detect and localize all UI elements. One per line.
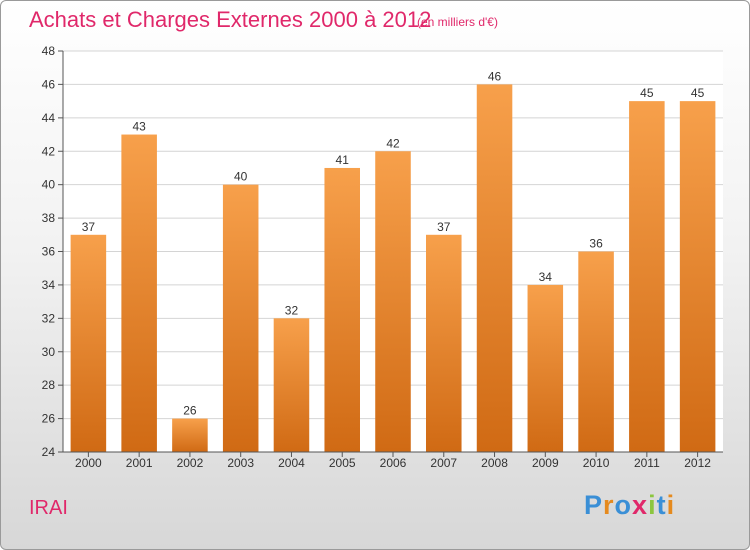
y-tick-label: 24 (42, 445, 56, 459)
x-tick-label: 2010 (583, 456, 610, 470)
proxiti-logo: Proxiti (584, 490, 675, 521)
bar (375, 151, 411, 452)
y-tick-label: 40 (42, 178, 56, 192)
data-label: 37 (437, 220, 451, 234)
x-tick-label: 2003 (227, 456, 254, 470)
x-tick-label: 2002 (177, 456, 204, 470)
data-label: 46 (488, 69, 502, 83)
bar (70, 234, 107, 452)
bar (426, 234, 462, 452)
x-tick-label: 2007 (430, 456, 457, 470)
bar (121, 134, 157, 452)
data-label: 34 (539, 270, 553, 284)
commune-name: IRAI (29, 497, 68, 519)
logo-letter: i (648, 490, 657, 520)
bar (679, 101, 716, 452)
x-tick-label: 2011 (634, 456, 660, 470)
data-label: 45 (640, 86, 654, 100)
data-label: 43 (132, 120, 146, 134)
data-label: 37 (82, 220, 96, 234)
bar (324, 167, 360, 453)
y-tick-label: 42 (42, 144, 56, 158)
logo-letter: P (584, 490, 604, 520)
bar (273, 318, 310, 452)
data-label: 45 (691, 86, 705, 100)
y-tick-label: 28 (42, 378, 56, 392)
x-tick-label: 2006 (380, 456, 407, 470)
y-tick-label: 46 (42, 77, 56, 91)
y-tick-label: 48 (42, 44, 56, 58)
bar (629, 101, 665, 452)
y-tick-label: 44 (42, 111, 56, 125)
x-tick-label: 2012 (684, 456, 711, 470)
x-tick-label: 2008 (481, 456, 508, 470)
bar (172, 418, 208, 452)
bars: 37 43 26 40 32 41 42 37 46 34 36 45 45 (70, 69, 716, 453)
logo-letter: o (614, 490, 633, 520)
data-label: 36 (589, 237, 603, 251)
x-tick-label: 2000 (75, 456, 102, 470)
data-label: 42 (386, 136, 400, 150)
bar (578, 251, 614, 452)
data-label: 32 (285, 303, 299, 317)
y-tick-label: 30 (42, 345, 56, 359)
chart-title: Achats et Charges Externes 2000 à 2012 (29, 7, 432, 32)
y-tick-label: 36 (42, 245, 56, 259)
data-label: 41 (336, 153, 350, 167)
logo-letter: x (632, 490, 649, 520)
x-tick-label: 2009 (532, 456, 559, 470)
y-tick-label: 26 (42, 412, 56, 426)
logo-letter: i (666, 490, 676, 520)
data-label: 40 (234, 170, 248, 184)
bar (222, 184, 259, 452)
y-tick-label: 38 (42, 211, 56, 225)
y-tick-label: 32 (42, 311, 56, 325)
x-tick-label: 2004 (278, 456, 305, 470)
y-tick-label: 34 (42, 278, 56, 292)
data-label: 26 (183, 404, 197, 418)
logo-letter: t (656, 490, 667, 520)
bar (527, 284, 564, 452)
y-axis: 24 26 28 30 32 34 36 38 40 42 44 46 48 (42, 44, 64, 459)
unit-note: (en milliers d'€) (417, 15, 498, 29)
x-tick-label: 2001 (126, 456, 153, 470)
logo-letter: r (603, 490, 615, 520)
x-tick-label: 2005 (329, 456, 356, 470)
bar (476, 84, 513, 453)
x-axis: 2000 2001 2002 2003 2004 2005 2006 2007 2008 2009… (63, 451, 723, 470)
